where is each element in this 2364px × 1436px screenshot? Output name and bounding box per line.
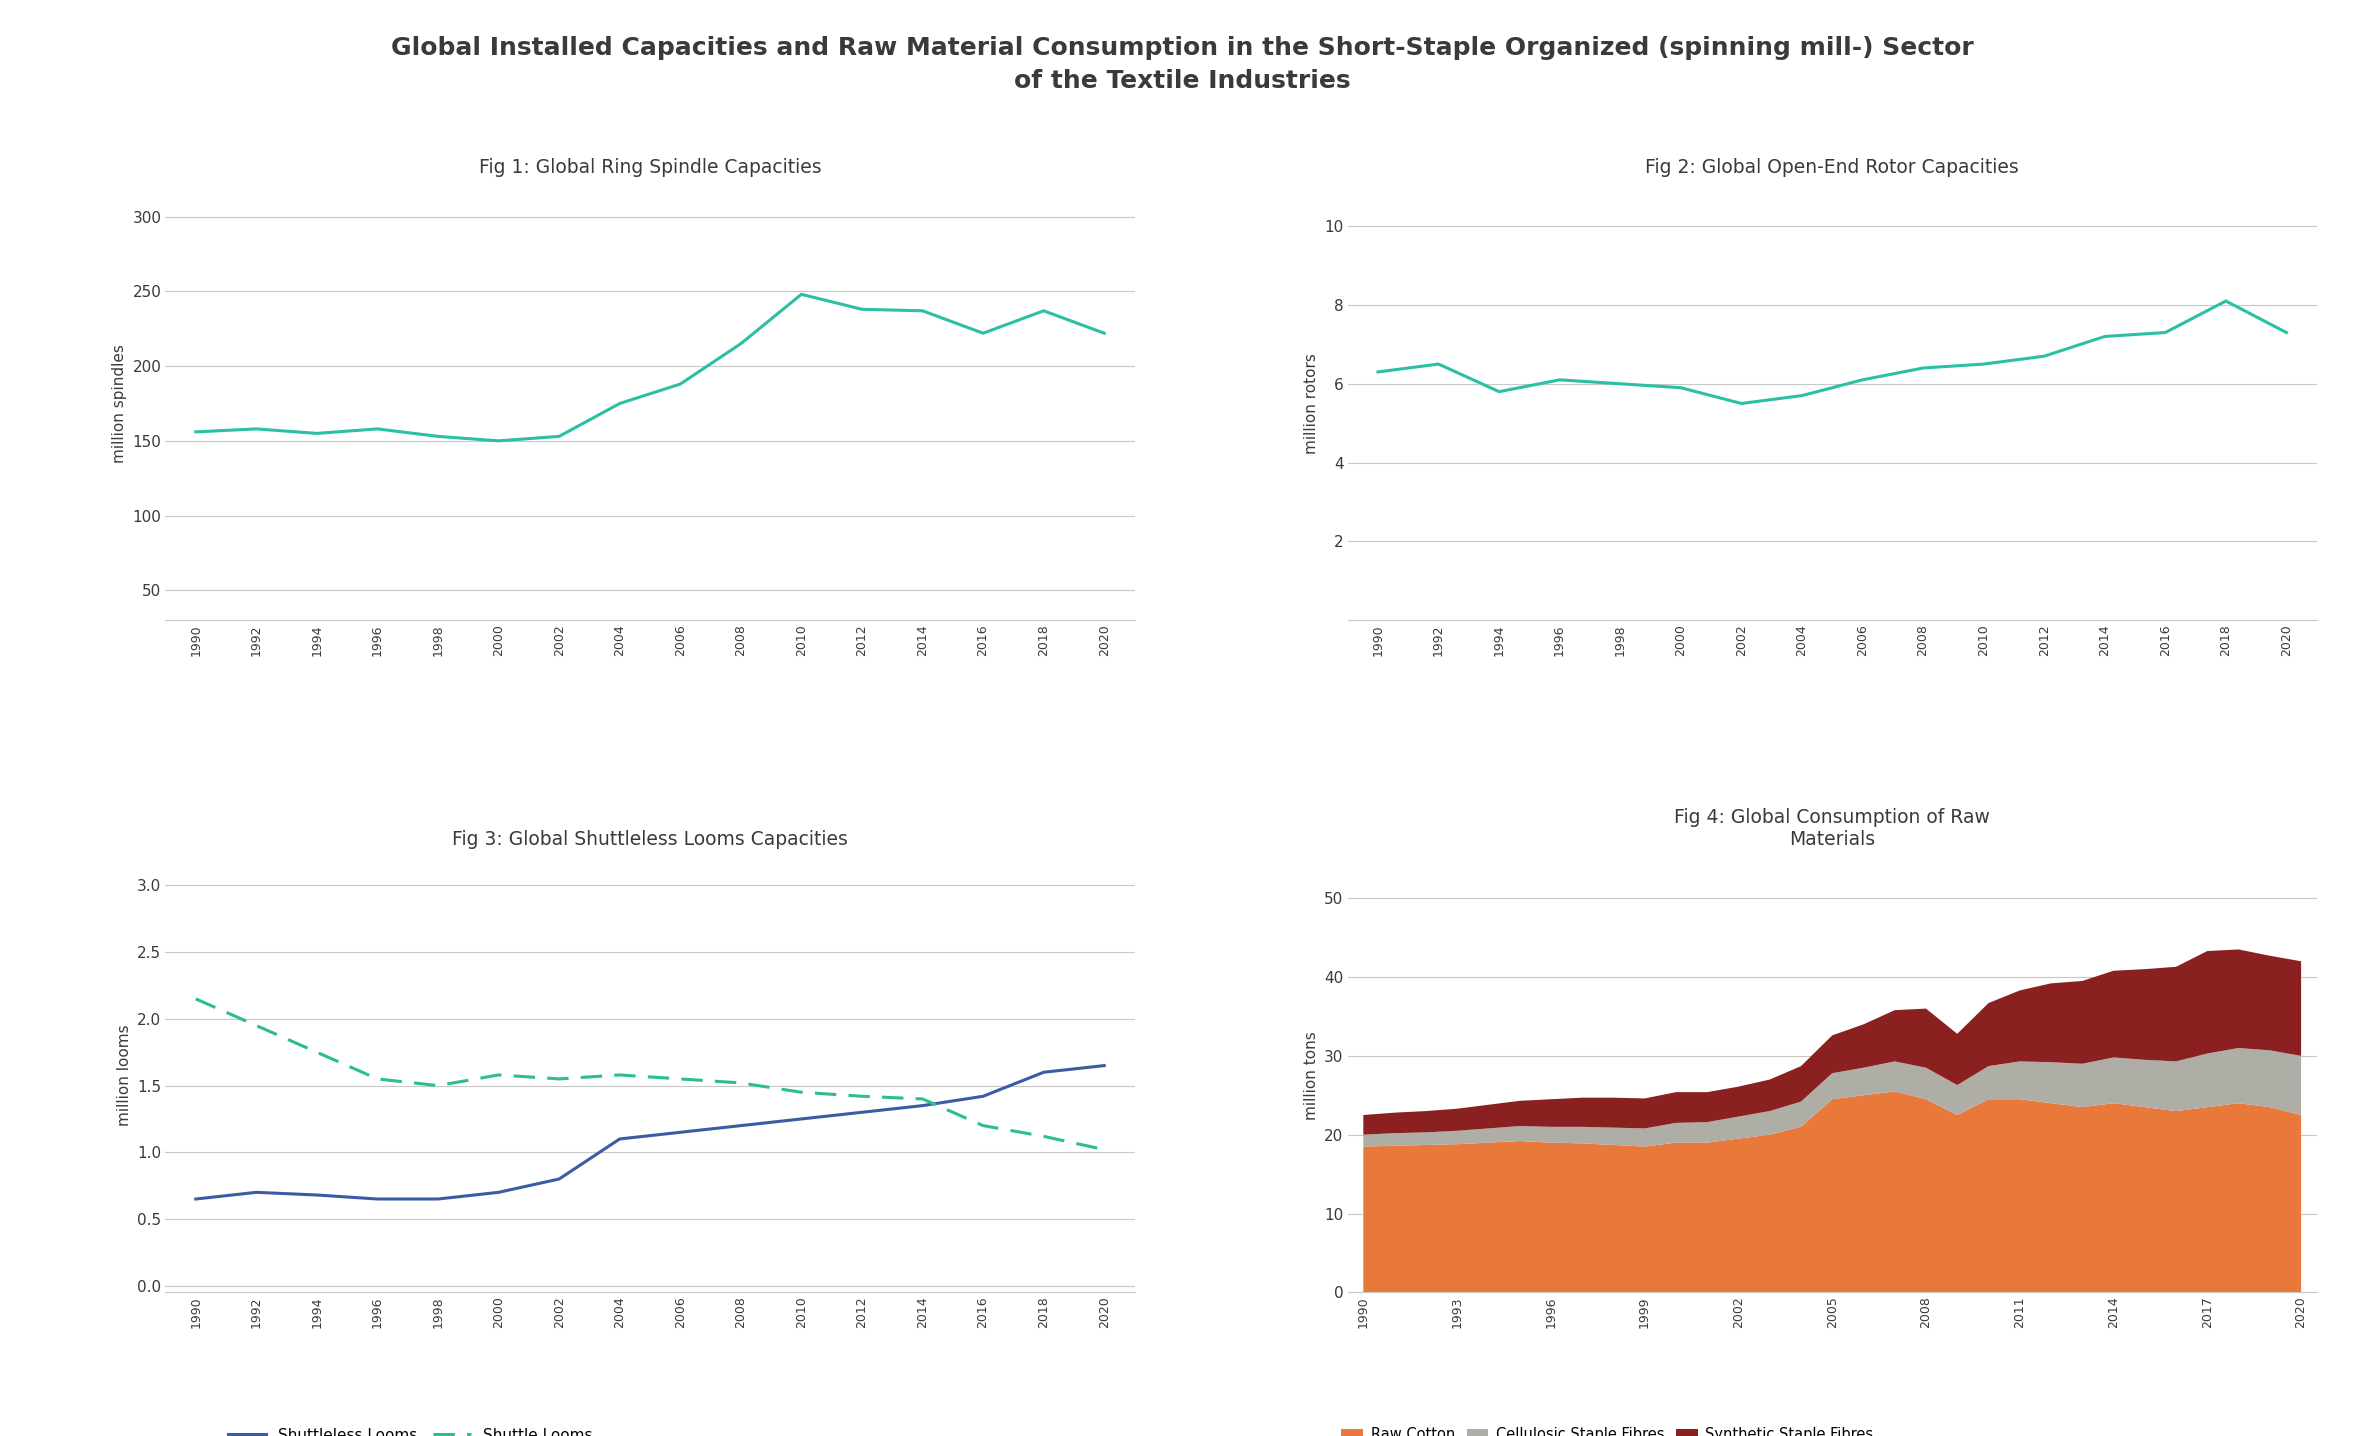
Legend: Raw Cotton, Cellulosic Staple Fibres, Synthetic Staple Fibres: Raw Cotton, Cellulosic Staple Fibres, Sy… bbox=[1336, 1422, 1879, 1436]
Title: Fig 3: Global Shuttleless Looms Capacities: Fig 3: Global Shuttleless Looms Capaciti… bbox=[452, 830, 849, 849]
Title: Fig 1: Global Ring Spindle Capacities: Fig 1: Global Ring Spindle Capacities bbox=[478, 158, 820, 177]
Y-axis label: million looms: million looms bbox=[116, 1025, 132, 1126]
Y-axis label: million spindles: million spindles bbox=[111, 345, 128, 462]
Legend: Shuttleless Looms, Shuttle Looms: Shuttleless Looms, Shuttle Looms bbox=[222, 1422, 598, 1436]
Y-axis label: million rotors: million rotors bbox=[1303, 353, 1319, 454]
Title: Fig 2: Global Open-End Rotor Capacities: Fig 2: Global Open-End Rotor Capacities bbox=[1645, 158, 2019, 177]
Text: Global Installed Capacities and Raw Material Consumption in the Short-Staple Org: Global Installed Capacities and Raw Mate… bbox=[390, 36, 1974, 93]
Y-axis label: million tons: million tons bbox=[1303, 1031, 1319, 1120]
Title: Fig 4: Global Consumption of Raw
Materials: Fig 4: Global Consumption of Raw Materia… bbox=[1674, 808, 1990, 849]
